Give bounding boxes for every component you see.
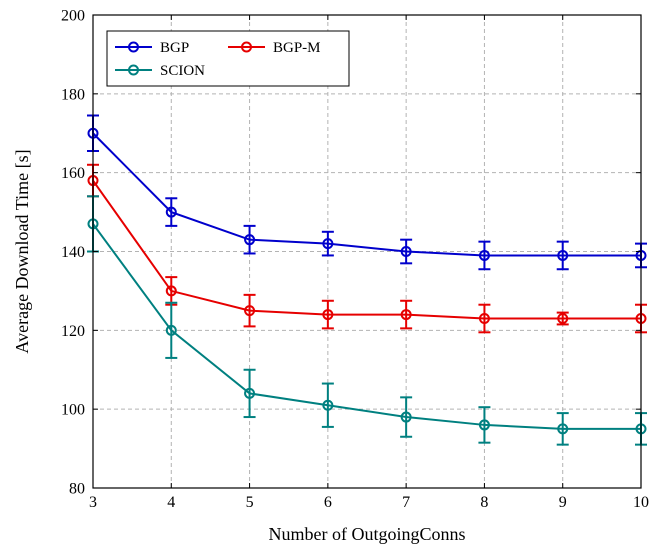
y-tick-label: 160 — [61, 165, 85, 182]
data-point-bgp-m — [557, 313, 569, 325]
error-bar-scion — [556, 412, 569, 446]
legend-entry-bgp: BGP — [115, 40, 189, 56]
legend-label-scion: SCION — [160, 63, 205, 79]
legend-label-bgp: BGP — [160, 40, 189, 56]
x-tick-label: 8 — [480, 494, 488, 511]
error-bar-bgp — [478, 240, 491, 271]
error-bar-bgp-m — [243, 293, 256, 328]
x-tick-label: 10 — [633, 494, 649, 511]
data-point-bgp — [400, 246, 412, 257]
legend: BGP BGP-M SCION — [106, 30, 350, 87]
data-point-bgp-m — [400, 309, 412, 321]
error-bar-scion — [321, 382, 334, 428]
data-point-scion — [244, 387, 256, 399]
x-tick-label: 9 — [559, 494, 567, 511]
data-point-bgp-m — [322, 309, 334, 321]
data-point-bgp — [478, 249, 490, 261]
error-bar-bgp — [243, 224, 256, 255]
error-bar-scion — [165, 301, 178, 359]
data-point-bgp-m — [165, 285, 177, 297]
x-tick-label: 5 — [246, 494, 254, 511]
axis-ticks: 3 4 5 6 7 8 9 10 80 100 120 140 160 180 200 — [61, 8, 649, 512]
data-point-bgp-m — [244, 305, 256, 317]
error-bar-bgp-m — [400, 299, 413, 330]
y-tick-label: 100 — [61, 402, 85, 419]
error-bar-bgp — [556, 240, 569, 271]
error-bar-bgp — [321, 230, 334, 257]
legend-entry-bgp-m: BGP-M — [228, 40, 321, 56]
data-point-bgp — [557, 249, 569, 261]
data-point-scion — [165, 324, 177, 336]
data-point-scion — [557, 423, 569, 435]
x-axis-label: Number of OutgoingConns — [269, 524, 466, 544]
error-bar-bgp — [165, 197, 178, 227]
error-bar-bgp-m — [478, 303, 491, 334]
y-axis-label: Average Download Time [s] — [12, 149, 32, 353]
data-point-bgp-m — [478, 313, 490, 325]
y-tick-label: 180 — [61, 86, 85, 103]
series-line-bgp-m — [92, 179, 641, 320]
legend-entry-scion: SCION — [115, 63, 205, 79]
legend-marker-bgp — [128, 41, 139, 53]
legend-box — [106, 30, 350, 87]
series-line-scion — [92, 223, 641, 430]
data-point-bgp — [165, 206, 177, 218]
data-point-scion — [478, 419, 490, 431]
data-point-bgp — [244, 234, 256, 246]
error-bar-bgp — [400, 238, 413, 265]
y-tick-label: 80 — [69, 481, 85, 498]
legend-marker-scion — [128, 64, 139, 76]
y-tick-label: 120 — [61, 323, 85, 340]
x-tick-label: 7 — [402, 494, 410, 511]
error-bar-scion — [243, 368, 256, 419]
data-point-scion — [400, 411, 412, 423]
y-tick-label: 200 — [61, 8, 85, 25]
data-point-bgp — [322, 238, 334, 250]
y-tick-label: 140 — [61, 244, 85, 261]
legend-marker-bgp-m — [241, 41, 252, 53]
x-tick-label: 3 — [89, 494, 97, 511]
error-bar-bgp-m — [321, 299, 334, 330]
data-point-scion — [322, 399, 334, 411]
legend-label-bgp-m: BGP-M — [273, 40, 321, 56]
series-line-bgp — [92, 132, 641, 257]
error-bar-scion — [478, 406, 491, 444]
error-bar-scion — [400, 396, 413, 438]
x-tick-label: 6 — [324, 494, 332, 511]
x-tick-label: 4 — [167, 494, 175, 511]
